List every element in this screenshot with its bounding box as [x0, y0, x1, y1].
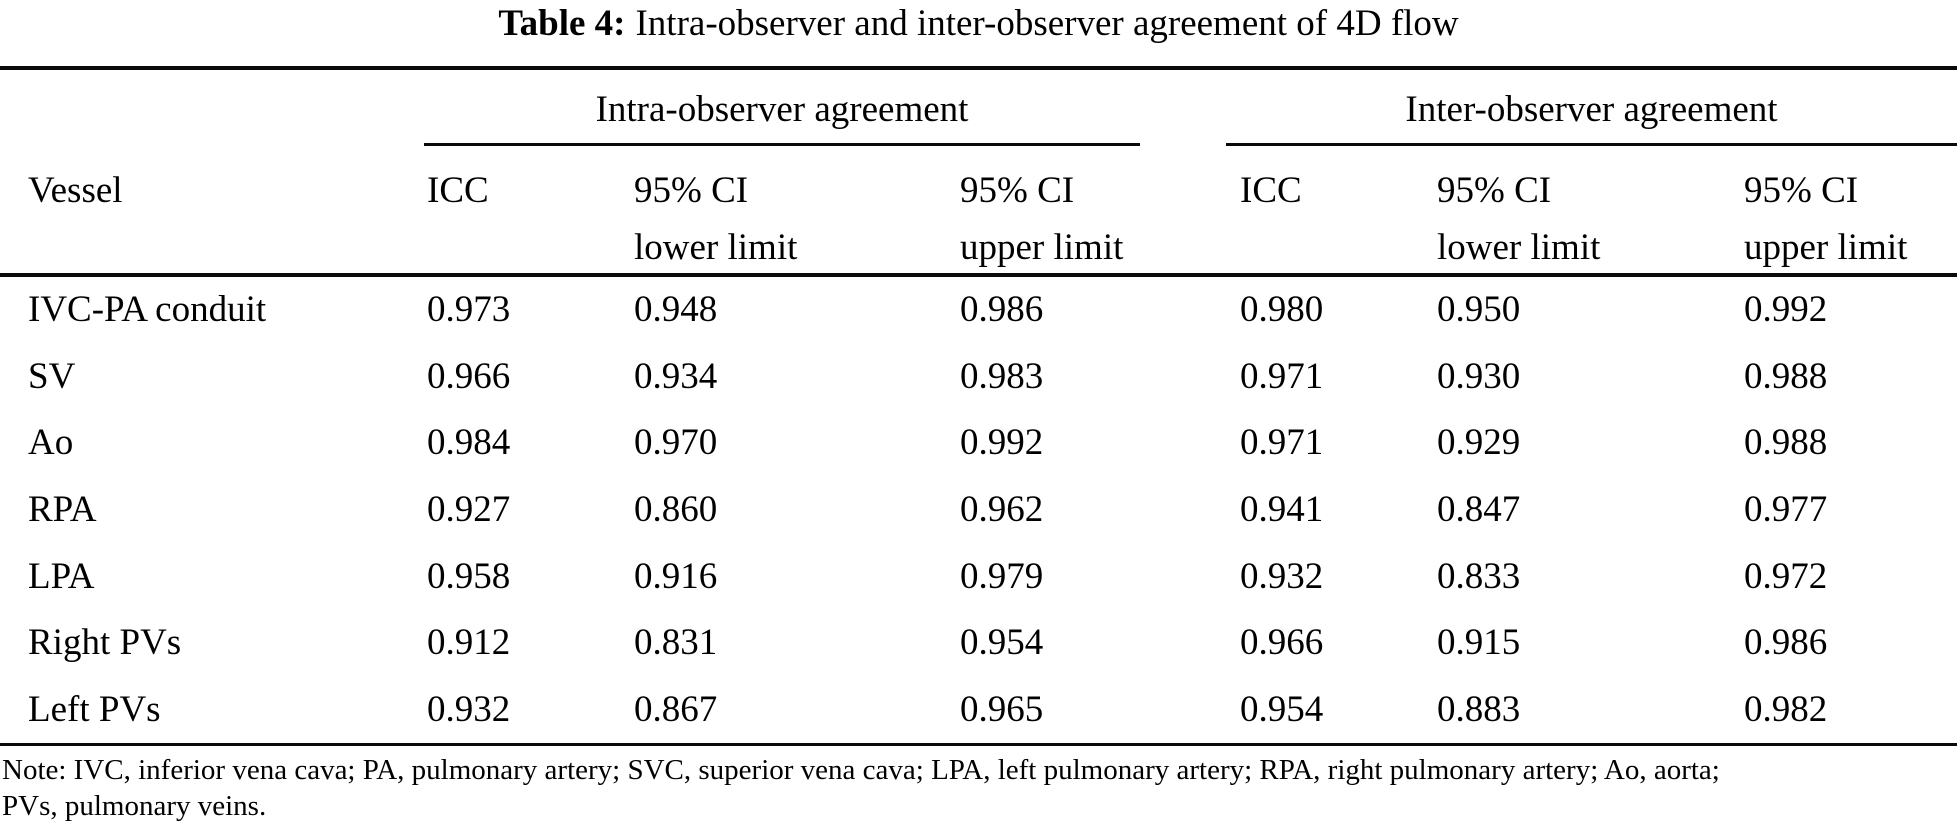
- inter-ci-lower-cell: 0.950: [1437, 289, 1521, 330]
- column-header-intra-ci-lower: 95% CI lower limit: [634, 162, 797, 276]
- intra-icc-cell: 0.966: [427, 356, 511, 397]
- inter-icc-cell: 0.971: [1240, 422, 1324, 463]
- ci-label-line2: upper limit: [1744, 227, 1908, 268]
- inter-ci-upper-cell: 0.982: [1744, 689, 1828, 730]
- table-row: IVC-PA conduit 0.973 0.948 0.986 0.980 0…: [0, 287, 1957, 333]
- intra-ci-upper-cell: 0.983: [960, 356, 1044, 397]
- intra-ci-upper-cell: 0.979: [960, 556, 1044, 597]
- inter-icc-cell: 0.971: [1240, 356, 1324, 397]
- column-header-intra-ci-upper: 95% CI upper limit: [960, 162, 1123, 276]
- intra-icc-cell: 0.984: [427, 422, 511, 463]
- vessel-cell: Ao: [28, 422, 74, 463]
- column-header-inter-ci-upper: 95% CI upper limit: [1744, 162, 1907, 276]
- intra-ci-upper-cell: 0.992: [960, 422, 1044, 463]
- intra-ci-lower-cell: 0.867: [634, 689, 718, 730]
- top-rule: [0, 66, 1957, 70]
- inter-icc-cell: 0.966: [1240, 622, 1324, 663]
- vessel-cell: IVC-PA conduit: [28, 289, 267, 330]
- vessel-cell: RPA: [28, 489, 97, 530]
- inter-ci-lower-cell: 0.929: [1437, 422, 1521, 463]
- table-row: SV 0.966 0.934 0.983 0.971 0.930 0.988: [0, 354, 1957, 400]
- intra-ci-lower-cell: 0.916: [634, 556, 718, 597]
- vessel-cell: SV: [28, 356, 76, 397]
- column-header-vessel: Vessel: [28, 170, 123, 211]
- inter-ci-lower-cell: 0.847: [1437, 489, 1521, 530]
- inter-group-underline: [1226, 143, 1957, 146]
- intra-ci-upper-cell: 0.954: [960, 622, 1044, 663]
- intra-icc-cell: 0.912: [427, 622, 511, 663]
- vessel-cell: Left PVs: [28, 689, 161, 730]
- footnote-line-2: PVs, pulmonary veins.: [2, 790, 267, 822]
- intra-ci-lower-cell: 0.948: [634, 289, 718, 330]
- table-row: Ao 0.984 0.970 0.992 0.971 0.929 0.988: [0, 420, 1957, 466]
- intra-ci-lower-cell: 0.970: [634, 422, 718, 463]
- footnote-line-1: Note: IVC, inferior vena cava; PA, pulmo…: [2, 754, 1720, 786]
- vessel-cell: Right PVs: [28, 622, 182, 663]
- column-header-inter-icc: ICC: [1240, 170, 1302, 211]
- ci-label-line2: lower limit: [634, 227, 798, 268]
- intra-ci-lower-cell: 0.934: [634, 356, 718, 397]
- intra-icc-cell: 0.973: [427, 289, 511, 330]
- inter-ci-lower-cell: 0.833: [1437, 556, 1521, 597]
- ci-label-line1: 95% CI: [1437, 170, 1552, 211]
- group-header-inter-observer: Inter-observer agreement: [1405, 89, 1778, 130]
- inter-icc-cell: 0.932: [1240, 556, 1324, 597]
- inter-ci-upper-cell: 0.992: [1744, 289, 1828, 330]
- table-number-label: Table 4:: [498, 3, 626, 44]
- intra-ci-lower-cell: 0.831: [634, 622, 718, 663]
- intra-group-underline: [424, 143, 1140, 146]
- table-title-text: Intra-observer and inter-observer agreem…: [635, 3, 1459, 44]
- inter-ci-lower-cell: 0.930: [1437, 356, 1521, 397]
- inter-ci-upper-cell: 0.986: [1744, 622, 1828, 663]
- table-title: Table 4: Intra-observer and inter-observe…: [0, 2, 1957, 46]
- inter-icc-cell: 0.980: [1240, 289, 1324, 330]
- intra-ci-upper-cell: 0.965: [960, 689, 1044, 730]
- ci-label-line2: lower limit: [1437, 227, 1601, 268]
- ci-label-line1: 95% CI: [960, 170, 1075, 211]
- table-row: Right PVs 0.912 0.831 0.954 0.966 0.915 …: [0, 620, 1957, 666]
- inter-ci-upper-cell: 0.977: [1744, 489, 1828, 530]
- ci-label-line2: upper limit: [960, 227, 1124, 268]
- intra-ci-upper-cell: 0.962: [960, 489, 1044, 530]
- column-header-intra-icc: ICC: [427, 170, 489, 211]
- intra-icc-cell: 0.927: [427, 489, 511, 530]
- inter-icc-cell: 0.954: [1240, 689, 1324, 730]
- table-bottom-rule: [0, 743, 1957, 746]
- inter-ci-upper-cell: 0.988: [1744, 422, 1828, 463]
- column-header-inter-ci-lower: 95% CI lower limit: [1437, 162, 1600, 276]
- intra-icc-cell: 0.932: [427, 689, 511, 730]
- table-row: LPA 0.958 0.916 0.979 0.932 0.833 0.972: [0, 554, 1957, 600]
- group-header-intra-observer: Intra-observer agreement: [595, 89, 969, 130]
- table-row: RPA 0.927 0.860 0.962 0.941 0.847 0.977: [0, 487, 1957, 533]
- vessel-cell: LPA: [28, 556, 95, 597]
- intra-ci-upper-cell: 0.986: [960, 289, 1044, 330]
- inter-ci-lower-cell: 0.883: [1437, 689, 1521, 730]
- inter-icc-cell: 0.941: [1240, 489, 1324, 530]
- header-bottom-rule: [0, 273, 1957, 277]
- inter-ci-upper-cell: 0.988: [1744, 356, 1828, 397]
- intra-ci-lower-cell: 0.860: [634, 489, 718, 530]
- ci-label-line1: 95% CI: [1744, 170, 1859, 211]
- ci-label-line1: 95% CI: [634, 170, 749, 211]
- intra-icc-cell: 0.958: [427, 556, 511, 597]
- inter-ci-upper-cell: 0.972: [1744, 556, 1828, 597]
- table-row: Left PVs 0.932 0.867 0.965 0.954 0.883 0…: [0, 687, 1957, 733]
- inter-ci-lower-cell: 0.915: [1437, 622, 1521, 663]
